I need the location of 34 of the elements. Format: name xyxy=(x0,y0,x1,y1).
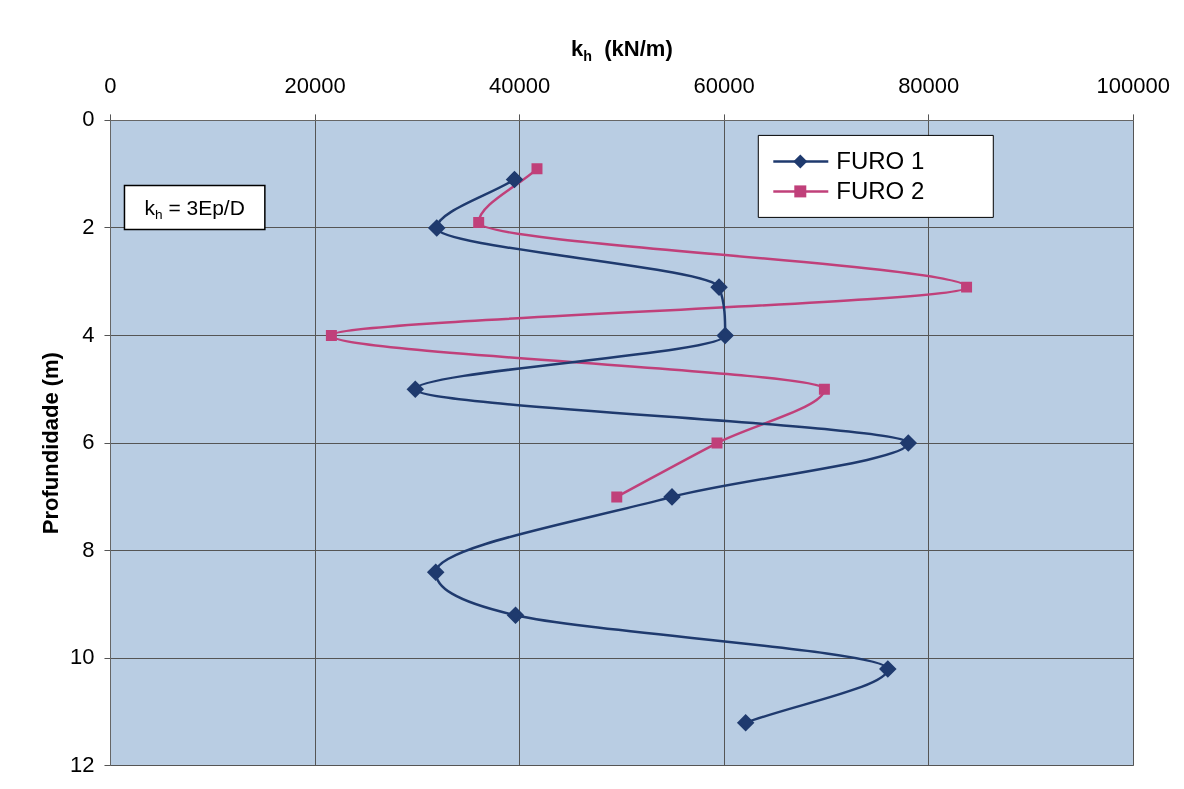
y-axis-title: Profundidade (m) xyxy=(38,352,64,535)
y-tick-label: 10 xyxy=(69,644,95,670)
x-tick-label: 100000 xyxy=(1096,73,1170,99)
point xyxy=(879,660,897,678)
y-tick-label: 8 xyxy=(82,536,95,562)
legend-label: FURO 2 xyxy=(836,177,925,205)
point xyxy=(407,381,424,398)
y-tick-label: 0 xyxy=(82,106,95,132)
point xyxy=(710,278,728,296)
point xyxy=(325,330,337,342)
x-tick-label: 0 xyxy=(104,73,117,99)
legend-label: FURO 1 xyxy=(836,147,925,175)
y-tick-label: 12 xyxy=(69,751,95,777)
point xyxy=(507,606,524,624)
point xyxy=(900,434,917,452)
y-tick-label: 4 xyxy=(82,321,95,347)
x-tick-label: 60000 xyxy=(693,73,755,99)
y-tick-label: 2 xyxy=(82,214,95,240)
point xyxy=(473,217,485,229)
point xyxy=(663,488,681,506)
point xyxy=(818,383,830,395)
point xyxy=(711,437,723,449)
point xyxy=(737,714,754,732)
x-tick-label: 20000 xyxy=(284,73,346,99)
point xyxy=(611,491,623,503)
point xyxy=(427,563,444,581)
x-tick-label: 80000 xyxy=(898,73,960,99)
point xyxy=(716,327,734,344)
point xyxy=(506,171,523,188)
point xyxy=(428,219,445,237)
point xyxy=(961,281,973,293)
y-tick-label: 6 xyxy=(82,429,95,455)
x-tick-label: 40000 xyxy=(489,73,551,99)
point xyxy=(531,163,543,175)
